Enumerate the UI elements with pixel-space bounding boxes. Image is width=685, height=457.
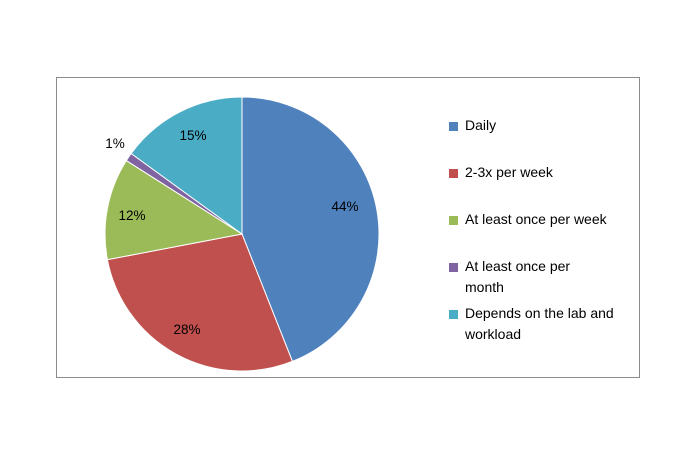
data-label-2-3x-per-week: 28%: [173, 322, 200, 337]
legend-item-at-least-once-per-month: At least once per month: [449, 258, 610, 298]
data-label-at-least-once-per-month: 1%: [105, 136, 125, 151]
legend-item-depends-on-the-lab: Depends on the lab and workload: [449, 305, 615, 345]
slice-at-least-once-per-week: [104, 159, 244, 261]
legend-label-daily: Daily: [465, 117, 497, 133]
pie-slices: [104, 96, 380, 372]
legend-swatch-at-least-once-per-week: [449, 216, 458, 225]
legend-label-at-least-once-per-week: At least once per week: [465, 211, 607, 227]
legend-swatch-depends-on-the-lab: [449, 310, 458, 319]
data-label-daily: 44%: [331, 199, 358, 214]
legend-label-2-3x-per-week: 2-3x per week: [465, 164, 553, 180]
legend-item-at-least-once-per-week: At least once per week: [449, 211, 635, 230]
legend-item-daily: Daily: [449, 117, 635, 136]
legend-swatch-daily: [449, 122, 458, 131]
legend-label-at-least-once-per-month: At least once per month: [465, 258, 571, 295]
slice-2-3x-per-week: [106, 233, 294, 372]
slice-daily: [241, 96, 380, 363]
legend-label-depends-on-the-lab: Depends on the lab and workload: [465, 305, 614, 342]
data-label-depends-on-the-lab: 15%: [179, 128, 206, 143]
legend-item-2-3x-per-week: 2-3x per week: [449, 164, 635, 183]
data-label-at-least-once-per-week: 12%: [118, 208, 145, 223]
legend-swatch-2-3x-per-week: [449, 169, 458, 178]
pie-data-labels: 44% 28% 12% 1% 15%: [105, 128, 358, 337]
slice-depends-on-the-lab: [130, 96, 243, 235]
legend-swatch-at-least-once-per-month: [449, 263, 458, 272]
